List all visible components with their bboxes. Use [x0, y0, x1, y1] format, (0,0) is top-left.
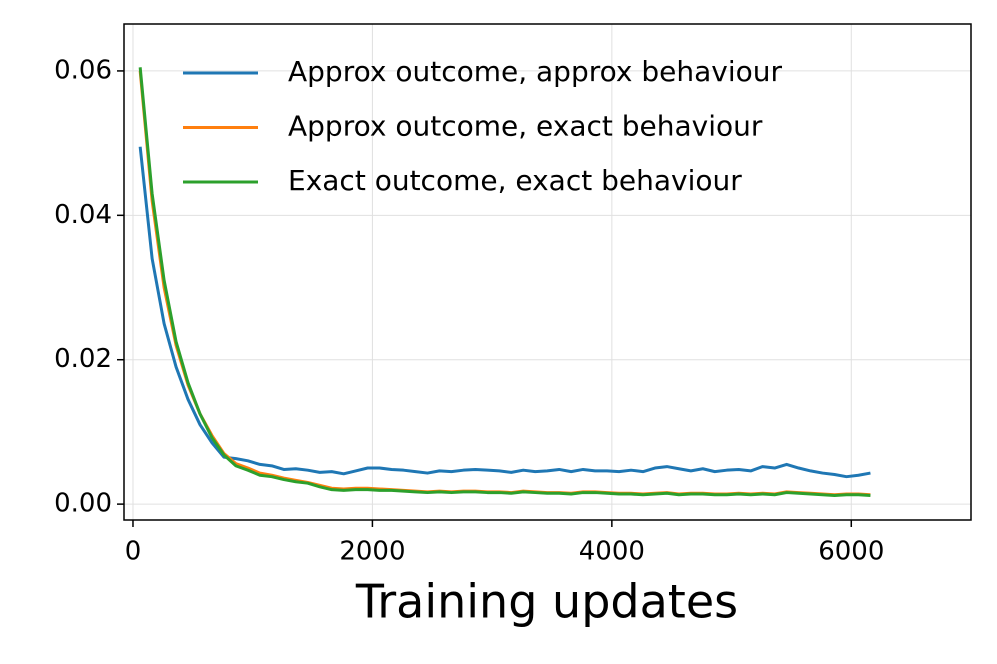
- x-tick-label: 0: [125, 537, 142, 567]
- y-tick-label: 0.02: [54, 344, 112, 374]
- x-tick-label: 4000: [579, 537, 645, 567]
- plot-frame: [123, 23, 972, 521]
- y-tick-label: 0.04: [54, 200, 112, 230]
- y-tick-label: 0.00: [54, 489, 112, 519]
- line: [138, 146, 871, 479]
- legend-label: Exact outcome, exact behaviour: [288, 164, 742, 197]
- x-axis-label: Training updates: [355, 575, 738, 629]
- y-tick-label: 0.06: [54, 55, 112, 85]
- legend-label: Approx outcome, exact behaviour: [288, 110, 763, 143]
- legend-label: Approx outcome, approx behaviour: [288, 55, 782, 88]
- line: [138, 67, 871, 497]
- x-tick-label: 2000: [339, 537, 405, 567]
- x-tick-label: 6000: [818, 537, 884, 567]
